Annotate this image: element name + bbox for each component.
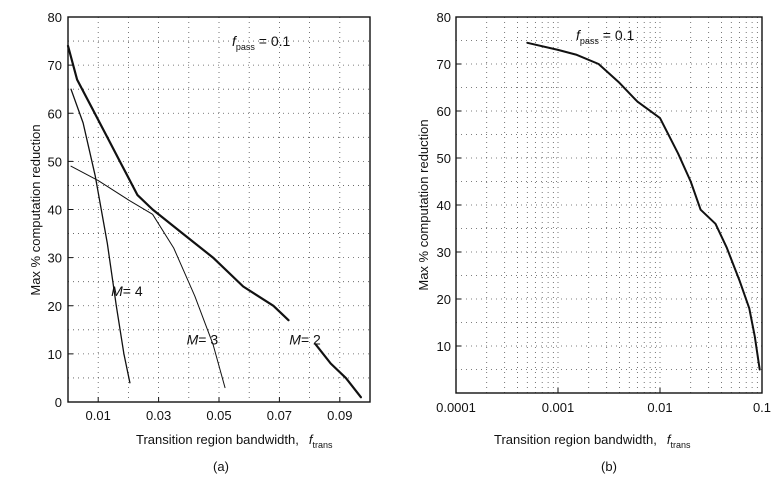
x-tick-label: 0.01 bbox=[86, 408, 111, 423]
y-tick-label: 80 bbox=[437, 10, 451, 25]
x-tick-label: 0.03 bbox=[146, 408, 171, 423]
y-tick-label: 50 bbox=[437, 151, 451, 166]
y-tick-label: 30 bbox=[437, 245, 451, 260]
y-tick-label: 30 bbox=[48, 251, 62, 266]
chart-b-annotation-sub: pass bbox=[580, 36, 600, 46]
chart-b-annotation: fpass = 0.1 bbox=[576, 27, 635, 46]
x-tick-label: 0.001 bbox=[542, 400, 575, 415]
chart-a-annotation-sub: pass bbox=[236, 42, 256, 52]
y-tick-label: 80 bbox=[48, 10, 62, 25]
chart-b-grid bbox=[456, 17, 762, 393]
chart-a-xlabel: Transition region bandwidth, ftrans bbox=[136, 432, 333, 450]
chart-a-series-labels: M= 4 M= 3 M= 2 bbox=[111, 283, 321, 347]
x-tick-label: 0.1 bbox=[753, 400, 771, 415]
series-label: M= 3 bbox=[187, 331, 219, 347]
chart-a-ticks: 0.01 0.03 0.05 0.07 0.09 0 10 20 30 40 50 60 70 80 bbox=[48, 10, 353, 423]
chart-a-annotation-value: = 0.1 bbox=[255, 33, 291, 49]
y-tick-label: 20 bbox=[437, 292, 451, 307]
chart-a: 0.01 0.03 0.05 0.07 0.09 0 10 20 30 40 50 60 70 80 M=… bbox=[28, 10, 371, 474]
chart-a-series bbox=[66, 44, 362, 399]
series-label: M= 2 bbox=[289, 331, 321, 347]
chart-b-ylabel: Max % computation reduction bbox=[416, 119, 431, 290]
x-tick-label: 0.07 bbox=[267, 408, 292, 423]
chart-b-annotation-value: = 0.1 bbox=[599, 27, 635, 43]
x-tick-label: 0.09 bbox=[327, 408, 352, 423]
y-tick-label: 10 bbox=[48, 347, 62, 362]
chart-a-xlabel-text: Transition region bandwidth, bbox=[136, 432, 299, 447]
series-label: M= 4 bbox=[111, 283, 143, 299]
series-line-4 bbox=[314, 343, 362, 399]
chart-b-xlabel-text: Transition region bandwidth, bbox=[494, 432, 657, 447]
y-tick-label: 40 bbox=[48, 203, 62, 218]
chart-b-xlabel-symbol: f bbox=[667, 432, 672, 447]
series-line-1 bbox=[70, 88, 131, 384]
y-tick-label: 70 bbox=[437, 57, 451, 72]
y-tick-label: 70 bbox=[48, 58, 62, 73]
chart-a-annotation-symbol: f bbox=[232, 33, 238, 49]
y-tick-label: 50 bbox=[48, 154, 62, 169]
chart-a-ylabel: Max % computation reduction bbox=[28, 124, 43, 295]
chart-b-annotation-symbol: f bbox=[576, 27, 582, 43]
chart-a-xlabel-sub: trans bbox=[312, 440, 333, 450]
chart-b-ticks: 0.0001 0.001 0.01 0.1 10 20 30 40 50 60 70 80 bbox=[436, 10, 771, 415]
chart-b-caption: (b) bbox=[601, 459, 617, 474]
chart-a-caption: (a) bbox=[213, 459, 229, 474]
series-line-2 bbox=[70, 165, 226, 389]
y-tick-label: 40 bbox=[437, 198, 451, 213]
chart-a-grid bbox=[68, 17, 370, 402]
y-tick-label: 60 bbox=[437, 104, 451, 119]
chart-a-annotation: fpass = 0.1 bbox=[232, 33, 291, 52]
chart-b-xlabel-sub: trans bbox=[670, 440, 691, 450]
series-line-3 bbox=[66, 44, 290, 322]
y-tick-label: 0 bbox=[55, 395, 62, 410]
y-tick-label: 20 bbox=[48, 299, 62, 314]
chart-b-xlabel: Transition region bandwidth, ftrans bbox=[494, 432, 691, 450]
x-tick-label: 0.01 bbox=[647, 400, 672, 415]
x-tick-label: 0.0001 bbox=[436, 400, 476, 415]
chart-a-xlabel-symbol: f bbox=[309, 432, 314, 447]
y-tick-label: 60 bbox=[48, 106, 62, 121]
y-tick-label: 10 bbox=[437, 339, 451, 354]
x-tick-label: 0.05 bbox=[206, 408, 231, 423]
chart-b-series bbox=[526, 41, 761, 371]
series-line-1 bbox=[526, 41, 761, 371]
